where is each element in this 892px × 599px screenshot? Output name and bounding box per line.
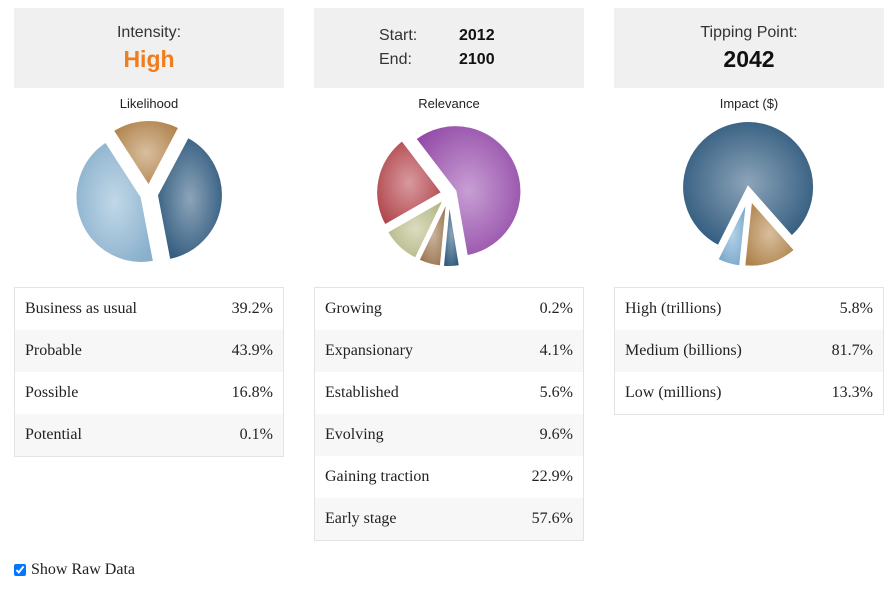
intensity-label: Intensity:: [116, 24, 182, 41]
row-label: Possible: [25, 384, 79, 401]
pie-slice: [716, 200, 749, 268]
row-label: Low (millions): [625, 384, 722, 401]
row-label: Expansionary: [325, 342, 413, 359]
tipping-point-label: Tipping Point:: [700, 24, 798, 41]
row-label: Evolving: [325, 426, 384, 443]
end-row: End: 2100: [379, 48, 519, 72]
pie-slice: [417, 200, 449, 268]
row-percent: 5.6%: [539, 384, 573, 401]
row-percent: 0.2%: [539, 300, 573, 317]
impact-table: High (trillions) 5.8% Medium (billions) 81.…: [614, 287, 884, 415]
row-percent: 16.8%: [231, 384, 273, 401]
row-label: Business as usual: [25, 300, 137, 317]
pie-slice: [413, 124, 523, 258]
relevance-chart-title: Relevance: [418, 96, 480, 111]
pie-slice: [441, 200, 462, 268]
table-row: Medium (billions) 81.7%: [615, 330, 883, 372]
pie-slice: [111, 119, 181, 188]
table-row: Probable 43.9%: [15, 330, 283, 372]
table-row: Evolving 9.6%: [315, 414, 583, 456]
start-label: Start:: [379, 27, 418, 44]
row-label: Potential: [25, 426, 82, 443]
start-row: Start: 2012: [379, 24, 519, 48]
intensity-panel: Intensity: High: [14, 8, 284, 88]
relevance-table: Growing 0.2% Expansionary 4.1% Established 5.…: [314, 287, 584, 541]
row-percent: 81.7%: [831, 342, 873, 359]
impact-pie-chart: [614, 112, 884, 287]
row-percent: 57.6%: [531, 510, 573, 527]
tipping-point-value: 2042: [723, 46, 775, 72]
row-percent: 22.9%: [531, 468, 573, 485]
likelihood-table: Business as usual 39.2% Probable 43.9% Possi…: [14, 287, 284, 457]
end-label: End:: [379, 51, 412, 68]
impact-chart-title: Impact ($): [719, 96, 779, 111]
impact-column: Tipping Point: 2042 Impact ($) High (tri…: [614, 8, 884, 415]
row-label: Gaining traction: [325, 468, 430, 485]
table-row: Established 5.6%: [315, 372, 583, 414]
end-value: 2100: [459, 51, 495, 68]
table-row: Possible 16.8%: [15, 372, 283, 414]
row-percent: 4.1%: [539, 342, 573, 359]
row-percent: 0.1%: [239, 426, 273, 443]
table-row: Expansionary 4.1%: [315, 330, 583, 372]
table-row: Growing 0.2%: [315, 288, 583, 330]
pie-slice: [743, 198, 797, 268]
row-label: Growing: [325, 300, 382, 317]
table-row: High (trillions) 5.8%: [615, 288, 883, 330]
row-percent: 5.8%: [839, 300, 873, 317]
table-row: Early stage 57.6%: [315, 498, 583, 540]
intensity-value: High: [123, 46, 175, 72]
row-label: Early stage: [325, 510, 397, 527]
relevance-column: Start: 2012 End: 2100 Relevance Growing 0…: [314, 8, 584, 541]
row-percent: 9.6%: [539, 426, 573, 443]
likelihood-chart-title: Likelihood: [119, 96, 179, 111]
likelihood-pie-chart: [14, 112, 284, 287]
row-label: Established: [325, 384, 399, 401]
table-row: Gaining traction 22.9%: [315, 456, 583, 498]
pie-slice: [151, 127, 186, 188]
pie-slice: [155, 135, 224, 262]
row-percent: 39.2%: [231, 300, 273, 317]
row-percent: 43.9%: [231, 342, 273, 359]
timeframe-panel: Start: 2012 End: 2100: [314, 8, 584, 88]
table-row: Low (millions) 13.3%: [615, 372, 883, 414]
start-value: 2012: [459, 27, 495, 44]
pie-slice: [375, 138, 444, 227]
row-label: Medium (billions): [625, 342, 742, 359]
pie-slice: [681, 120, 816, 248]
pie-slice: [385, 196, 447, 260]
relevance-pie-chart: [314, 112, 584, 287]
table-row: Business as usual 39.2%: [15, 288, 283, 330]
show-raw-data-checkbox[interactable]: [14, 564, 26, 576]
show-raw-data-toggle[interactable]: Show Raw Data: [14, 561, 135, 579]
table-row: Potential 0.1%: [15, 414, 283, 456]
pie-slice: [74, 140, 156, 264]
row-label: Probable: [25, 342, 82, 359]
row-percent: 13.3%: [831, 384, 873, 401]
row-label: High (trillions): [625, 300, 722, 317]
tipping-point-panel: Tipping Point: 2042: [614, 8, 884, 88]
show-raw-data-label: Show Raw Data: [31, 561, 135, 578]
likelihood-column: Intensity: High Likelihood Business as u…: [14, 8, 284, 457]
